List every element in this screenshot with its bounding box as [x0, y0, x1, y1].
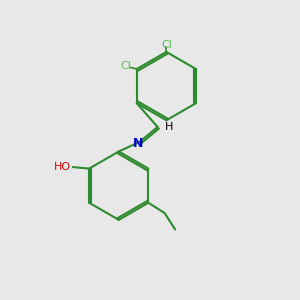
- Text: H: H: [165, 122, 173, 132]
- Text: HO: HO: [54, 162, 71, 172]
- Text: Cl: Cl: [120, 61, 131, 71]
- Text: N: N: [133, 137, 143, 150]
- Text: Cl: Cl: [161, 40, 172, 50]
